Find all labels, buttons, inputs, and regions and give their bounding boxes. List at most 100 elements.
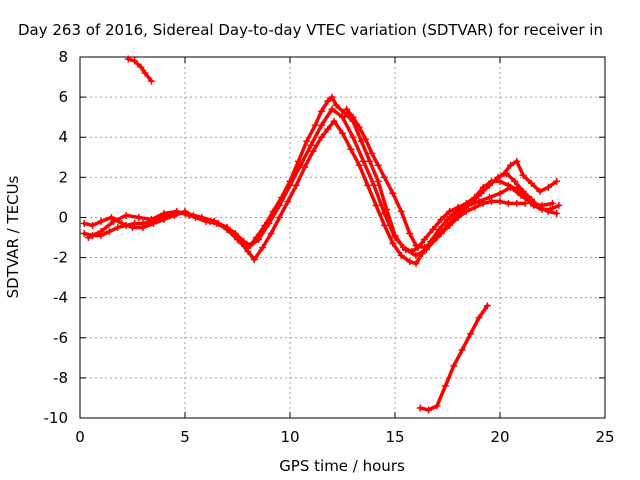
data-trace-segment [376,163,387,180]
data-trace-segment [313,109,324,127]
data-trace-segment [340,131,353,152]
data-trace-segment [452,348,464,368]
data-trace-segment [246,237,261,250]
data-trace-segment [529,181,542,194]
data-trace-segment [99,219,116,234]
data-trace-segment [296,139,309,164]
data-series [124,55,155,85]
data-trace-segment [269,215,282,236]
data-trace-segment [439,223,452,236]
y-axis-label: SDTVAR / TECUs [4,175,22,298]
data-trace-segment [407,231,418,248]
data-trace-segment [435,384,448,408]
data-trace-segment [271,195,284,214]
data-trace-segment [330,107,345,119]
data-trace-segment [431,217,443,232]
data-series [80,93,563,256]
data-trace-segment [382,223,395,246]
data-series [343,105,529,252]
data-trace-segment [298,143,313,168]
data-trace-segment [422,227,435,242]
data-series [500,157,561,195]
data-trace-segment [225,227,240,242]
data-trace-segment [431,231,443,244]
data-trace-segment [391,241,404,258]
data-trace-segment [504,171,517,184]
axis-ticks: 0 5 10 15 20 25 -10 -8 -6 -4 -2 0 2 4 6 8 [44,48,615,446]
data-trace-segment [111,213,128,224]
data-series [84,105,556,260]
data-trace-segment [277,199,290,220]
data-trace-segment [351,119,364,143]
x-tick-label: 20 [490,428,509,446]
data-trace-segment [319,107,334,127]
data-trace-segment [359,139,372,164]
data-trace-segment [515,159,525,178]
data-points [80,55,563,414]
data-trace-segment [437,217,450,232]
data-trace-segment [414,251,425,266]
data-trace-segment [311,135,324,154]
data-trace-segment [521,189,534,202]
data-trace-segment [279,179,292,200]
data-point [483,302,491,310]
data-trace-segment [309,123,324,147]
data-trace-segment [235,237,250,250]
data-trace-segment [370,151,380,168]
data-trace-segment [349,147,362,168]
data-trace-segment [403,247,418,258]
data-trace-segment [470,191,483,204]
data-trace-segment [393,235,408,252]
y-tick-label: 8 [58,48,68,66]
data-trace-segment [447,215,460,228]
y-tick-label: 0 [58,208,68,226]
data-trace-segment [252,245,265,262]
data-trace-segment [288,163,303,188]
data-trace-segment [391,191,404,214]
data-trace-segment [374,203,387,228]
data-trace-segment [376,179,389,212]
data-trace-segment [361,159,376,188]
data-trace-segment [351,135,366,164]
data-point [555,201,563,209]
data-trace-segment [546,179,559,190]
data-trace-segment [382,175,395,196]
x-tick-label: 10 [280,428,299,446]
y-tick-label: 4 [58,128,68,146]
data-trace-segment [319,99,330,113]
data-trace-segment [260,231,273,250]
data-trace-segment [267,203,282,226]
data-trace-segment [399,209,412,236]
y-tick-label: -2 [53,249,68,267]
data-series [416,302,491,414]
y-tick-label: -4 [53,289,68,307]
data-trace-segment [508,185,523,198]
data-trace-segment [143,71,154,83]
y-tick-label: -8 [53,369,68,387]
x-axis-label: GPS time / hours [279,457,405,475]
data-trace-segment [368,159,380,184]
data-trace-segment [86,229,103,240]
y-tick-label: -10 [44,409,69,427]
data-point [553,209,561,217]
y-tick-label: -6 [53,329,68,347]
data-series [80,117,561,268]
y-tick-label: 2 [58,168,68,186]
data-trace-segment [372,183,387,216]
data-trace-segment [277,183,292,208]
data-trace-segment [460,332,473,352]
data-trace-segment [351,115,362,129]
data-trace-segment [468,315,481,336]
chart-title: Day 263 of 2016, Sidereal Day-to-day VTE… [18,21,603,39]
data-trace-segment [357,163,370,188]
x-tick-label: 25 [595,428,614,446]
x-tick-label: 0 [75,428,85,446]
data-trace-segment [256,221,271,242]
x-tick-label: 15 [385,428,404,446]
data-trace-segment [477,303,490,320]
data-trace-segment [332,119,345,135]
data-point [147,77,155,85]
data-trace-segment [521,173,534,186]
data-trace-segment [443,364,456,388]
